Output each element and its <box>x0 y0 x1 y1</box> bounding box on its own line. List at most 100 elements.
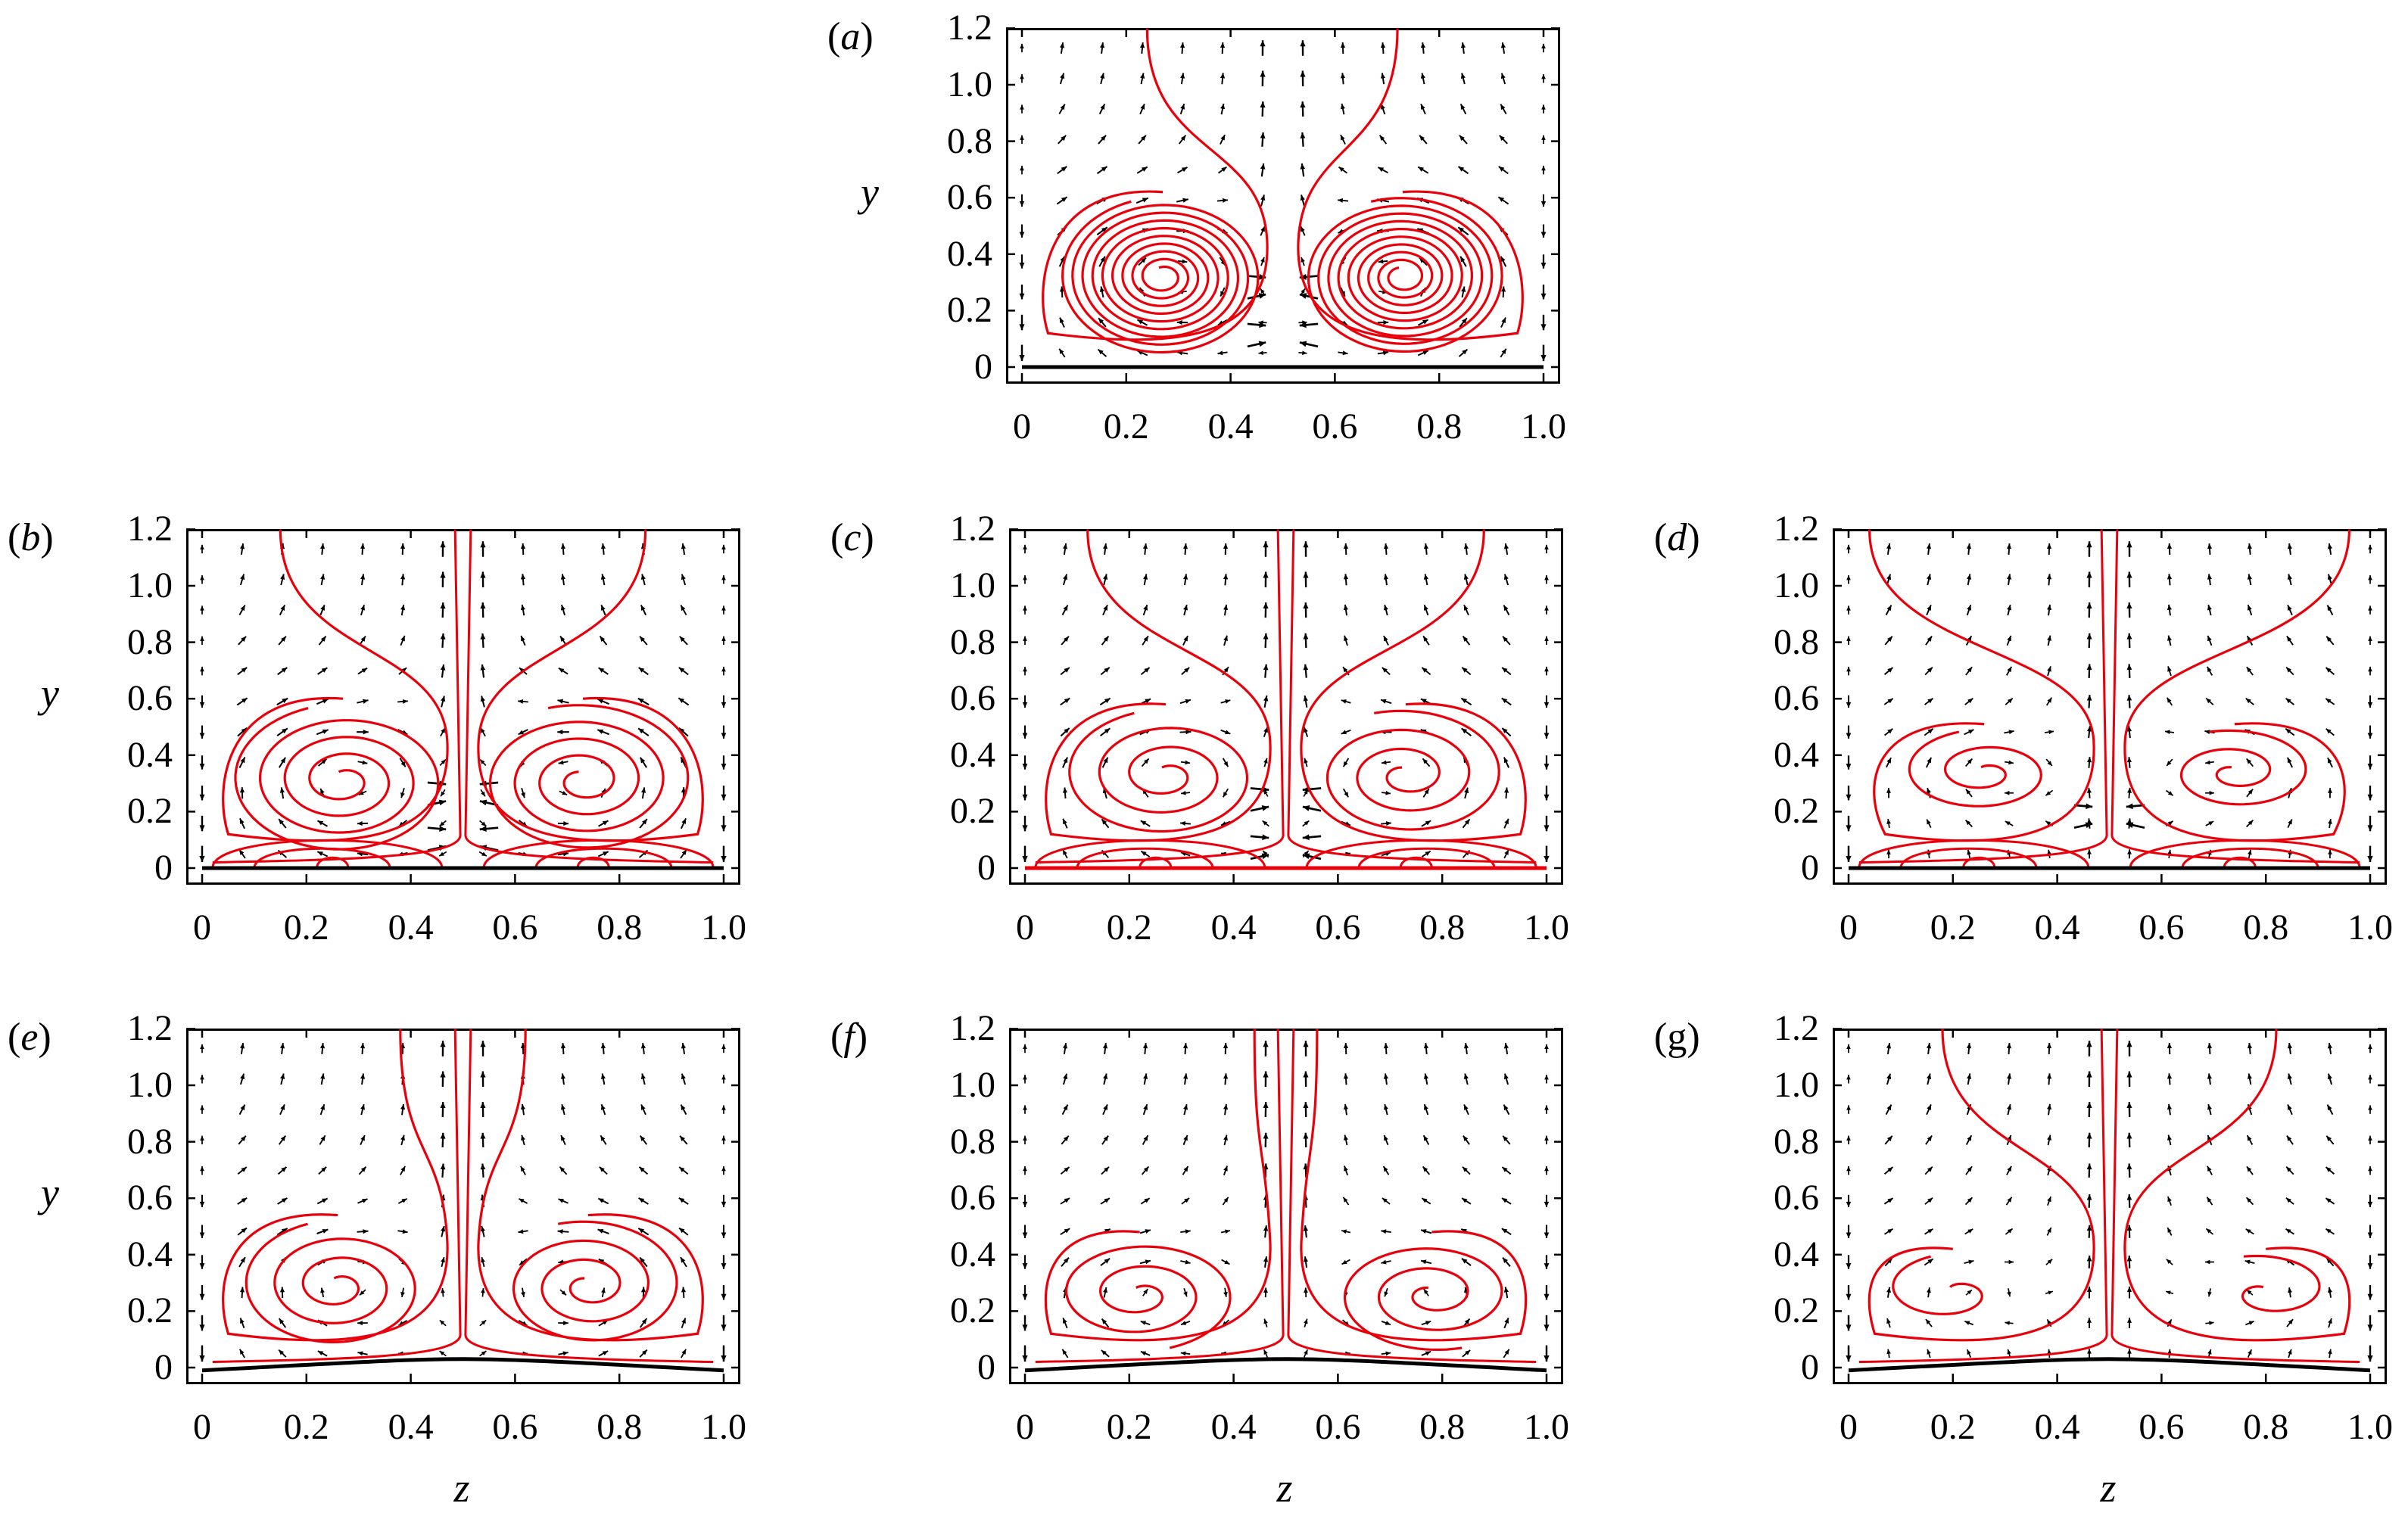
panel-label: (e) <box>8 1016 51 1059</box>
panel-label: (f) <box>830 1016 868 1059</box>
x-tick-label: 0.2 <box>1930 1407 1976 1447</box>
y-tick-label: 0.4 <box>127 734 173 775</box>
y-tick-label: 0 <box>154 848 173 888</box>
x-tick-label: 0.6 <box>2139 907 2185 948</box>
x-tick-label: 0.6 <box>492 1407 538 1447</box>
streamlines <box>1858 1029 2360 1364</box>
streamlines <box>1034 529 1537 869</box>
y-tick-label: 0.4 <box>947 233 992 274</box>
plot-area <box>1006 27 1560 384</box>
x-tick-label: 1.0 <box>1524 1407 1569 1447</box>
y-tick-label: 1.2 <box>1774 509 1819 549</box>
y-tick-label: 0.6 <box>947 177 992 218</box>
x-tick-label: 0.8 <box>1419 1407 1466 1447</box>
y-tick-label: 1.0 <box>950 565 995 605</box>
x-tick-label: 0.8 <box>597 1407 643 1447</box>
x-tick-label: 0.6 <box>1312 406 1358 447</box>
x-tick-label: 0.4 <box>388 907 434 948</box>
y-tick-label: 0.6 <box>1774 678 1819 719</box>
y-tick-label: 1.0 <box>127 1065 173 1105</box>
y-tick-label: 0.4 <box>127 1234 173 1274</box>
y-tick-label: 1.0 <box>947 64 992 104</box>
y-tick-label: 0.4 <box>950 1234 995 1274</box>
y-tick-label: 0.4 <box>950 734 995 775</box>
x-tick-label: 0.6 <box>1315 907 1361 948</box>
y-tick-label: 1.0 <box>1774 1065 1819 1105</box>
x-tick-label: 0.2 <box>1106 907 1152 948</box>
y-tick-label: 1.2 <box>1774 1008 1819 1049</box>
panel-label: (b) <box>8 516 54 559</box>
y-tick-label: 1.2 <box>127 509 173 549</box>
y-tick-label: 0.6 <box>127 678 173 719</box>
x-tick-label: 0.2 <box>1106 1407 1152 1447</box>
x-tick-label: 0 <box>1016 1407 1034 1447</box>
x-tick-label: 0.4 <box>2034 1407 2080 1447</box>
y-tick-label: 0.2 <box>127 791 173 832</box>
y-tick-label: 0 <box>977 1347 995 1387</box>
x-tick-label: 0.4 <box>1207 406 1254 447</box>
panel-label: (g) <box>1654 1016 1700 1059</box>
wall <box>201 1357 724 1373</box>
x-tick-label: 0.2 <box>1103 406 1149 447</box>
y-tick-label: 1.2 <box>127 1008 173 1049</box>
plot-frame <box>1833 529 2387 885</box>
y-tick-label: 1.0 <box>950 1065 995 1105</box>
x-tick-label: 1.0 <box>2347 907 2393 948</box>
y-tick-label: 0.8 <box>947 120 992 161</box>
x-tick-label: 1.0 <box>2347 1407 2393 1447</box>
x-tick-label: 0.8 <box>2243 1407 2289 1447</box>
y-tick-label: 0.2 <box>950 791 995 832</box>
y-tick-label: 1.2 <box>950 509 995 549</box>
y-tick-label: 1.2 <box>950 1008 995 1049</box>
velocity-arrows <box>1022 541 1550 863</box>
wall <box>1024 1357 1547 1373</box>
y-tick-label: 0.4 <box>1774 1234 1819 1274</box>
x-tick-label: 1.0 <box>1524 907 1569 948</box>
x-tick-label: 0.8 <box>1416 406 1463 447</box>
y-tick-label: 0.4 <box>1774 734 1819 775</box>
velocity-arrows <box>1846 1041 2373 1362</box>
x-tick-label: 0.4 <box>1210 907 1257 948</box>
x-axis-label: z <box>1276 1465 1293 1511</box>
chart-panel-c: (c) 0 0.2 0.4 0.6 0.8 1.0 1.2 0 0.2 0.4 0.6 0.8 1.0 <box>830 511 1569 946</box>
plot-area <box>1009 1028 1563 1384</box>
streamlines <box>211 529 715 869</box>
streamlines <box>212 1029 714 1364</box>
wall <box>1848 1357 2371 1373</box>
y-tick-label: 1.0 <box>1774 565 1819 605</box>
plot-frame <box>1833 1029 2387 1384</box>
plot-frame <box>1009 1029 1563 1384</box>
x-tick-label: 1.0 <box>701 907 746 948</box>
y-tick-label: 0.2 <box>947 290 992 331</box>
y-tick-label: 0.2 <box>950 1290 995 1331</box>
x-tick-label: 0.6 <box>1315 1407 1361 1447</box>
x-tick-label: 0 <box>193 907 211 948</box>
y-tick-label: 0.8 <box>950 621 995 662</box>
x-tick-label: 1.0 <box>701 1407 746 1447</box>
panel-label: (a) <box>827 15 874 58</box>
y-tick-label: 0.6 <box>127 1178 173 1218</box>
y-tick-label: 0 <box>154 1347 173 1387</box>
plot-area <box>186 1028 740 1384</box>
chart-panel-d: (d) 0 0.2 0.4 0.6 0.8 1.0 1.2 0 0.2 0.4 0.6 0.8 1.0 <box>1654 511 2393 946</box>
y-tick-label: 0 <box>1801 848 1819 888</box>
plot-area <box>1009 528 1563 885</box>
y-tick-label: 0 <box>974 347 992 387</box>
y-tick-label: 0.2 <box>127 1290 173 1331</box>
x-tick-label: 0.4 <box>2034 907 2080 948</box>
y-tick-label: 1.0 <box>127 565 173 605</box>
y-axis-label: y <box>861 170 879 216</box>
x-tick-label: 0 <box>1839 1407 1858 1447</box>
y-tick-label: 0 <box>977 848 995 888</box>
chart-panel-f: (f) z 0 0.2 0.4 0.6 0.8 1.0 1.2 0 0.2 0.4 0.6 0.8 1.… <box>830 1010 1569 1508</box>
y-axis-label: y <box>41 1170 59 1216</box>
x-axis-label: z <box>453 1465 470 1511</box>
chart-panel-b: (b) y 0 0.2 0.4 0.6 0.8 1.0 1.2 0 0.2 0.4 0.6 0.8 1.… <box>8 511 746 946</box>
x-tick-label: 0.8 <box>2243 907 2289 948</box>
velocity-arrows <box>199 1041 727 1362</box>
chart-panel-e: (e) y z 0 0.2 0.4 0.6 0.8 1.0 1.2 0 0.2 0.4 0.6 0.8… <box>8 1010 746 1508</box>
streamlines <box>1858 529 2361 869</box>
plot-area <box>1833 528 2387 885</box>
x-tick-label: 0.8 <box>597 907 643 948</box>
y-tick-label: 0.2 <box>1774 1290 1819 1331</box>
